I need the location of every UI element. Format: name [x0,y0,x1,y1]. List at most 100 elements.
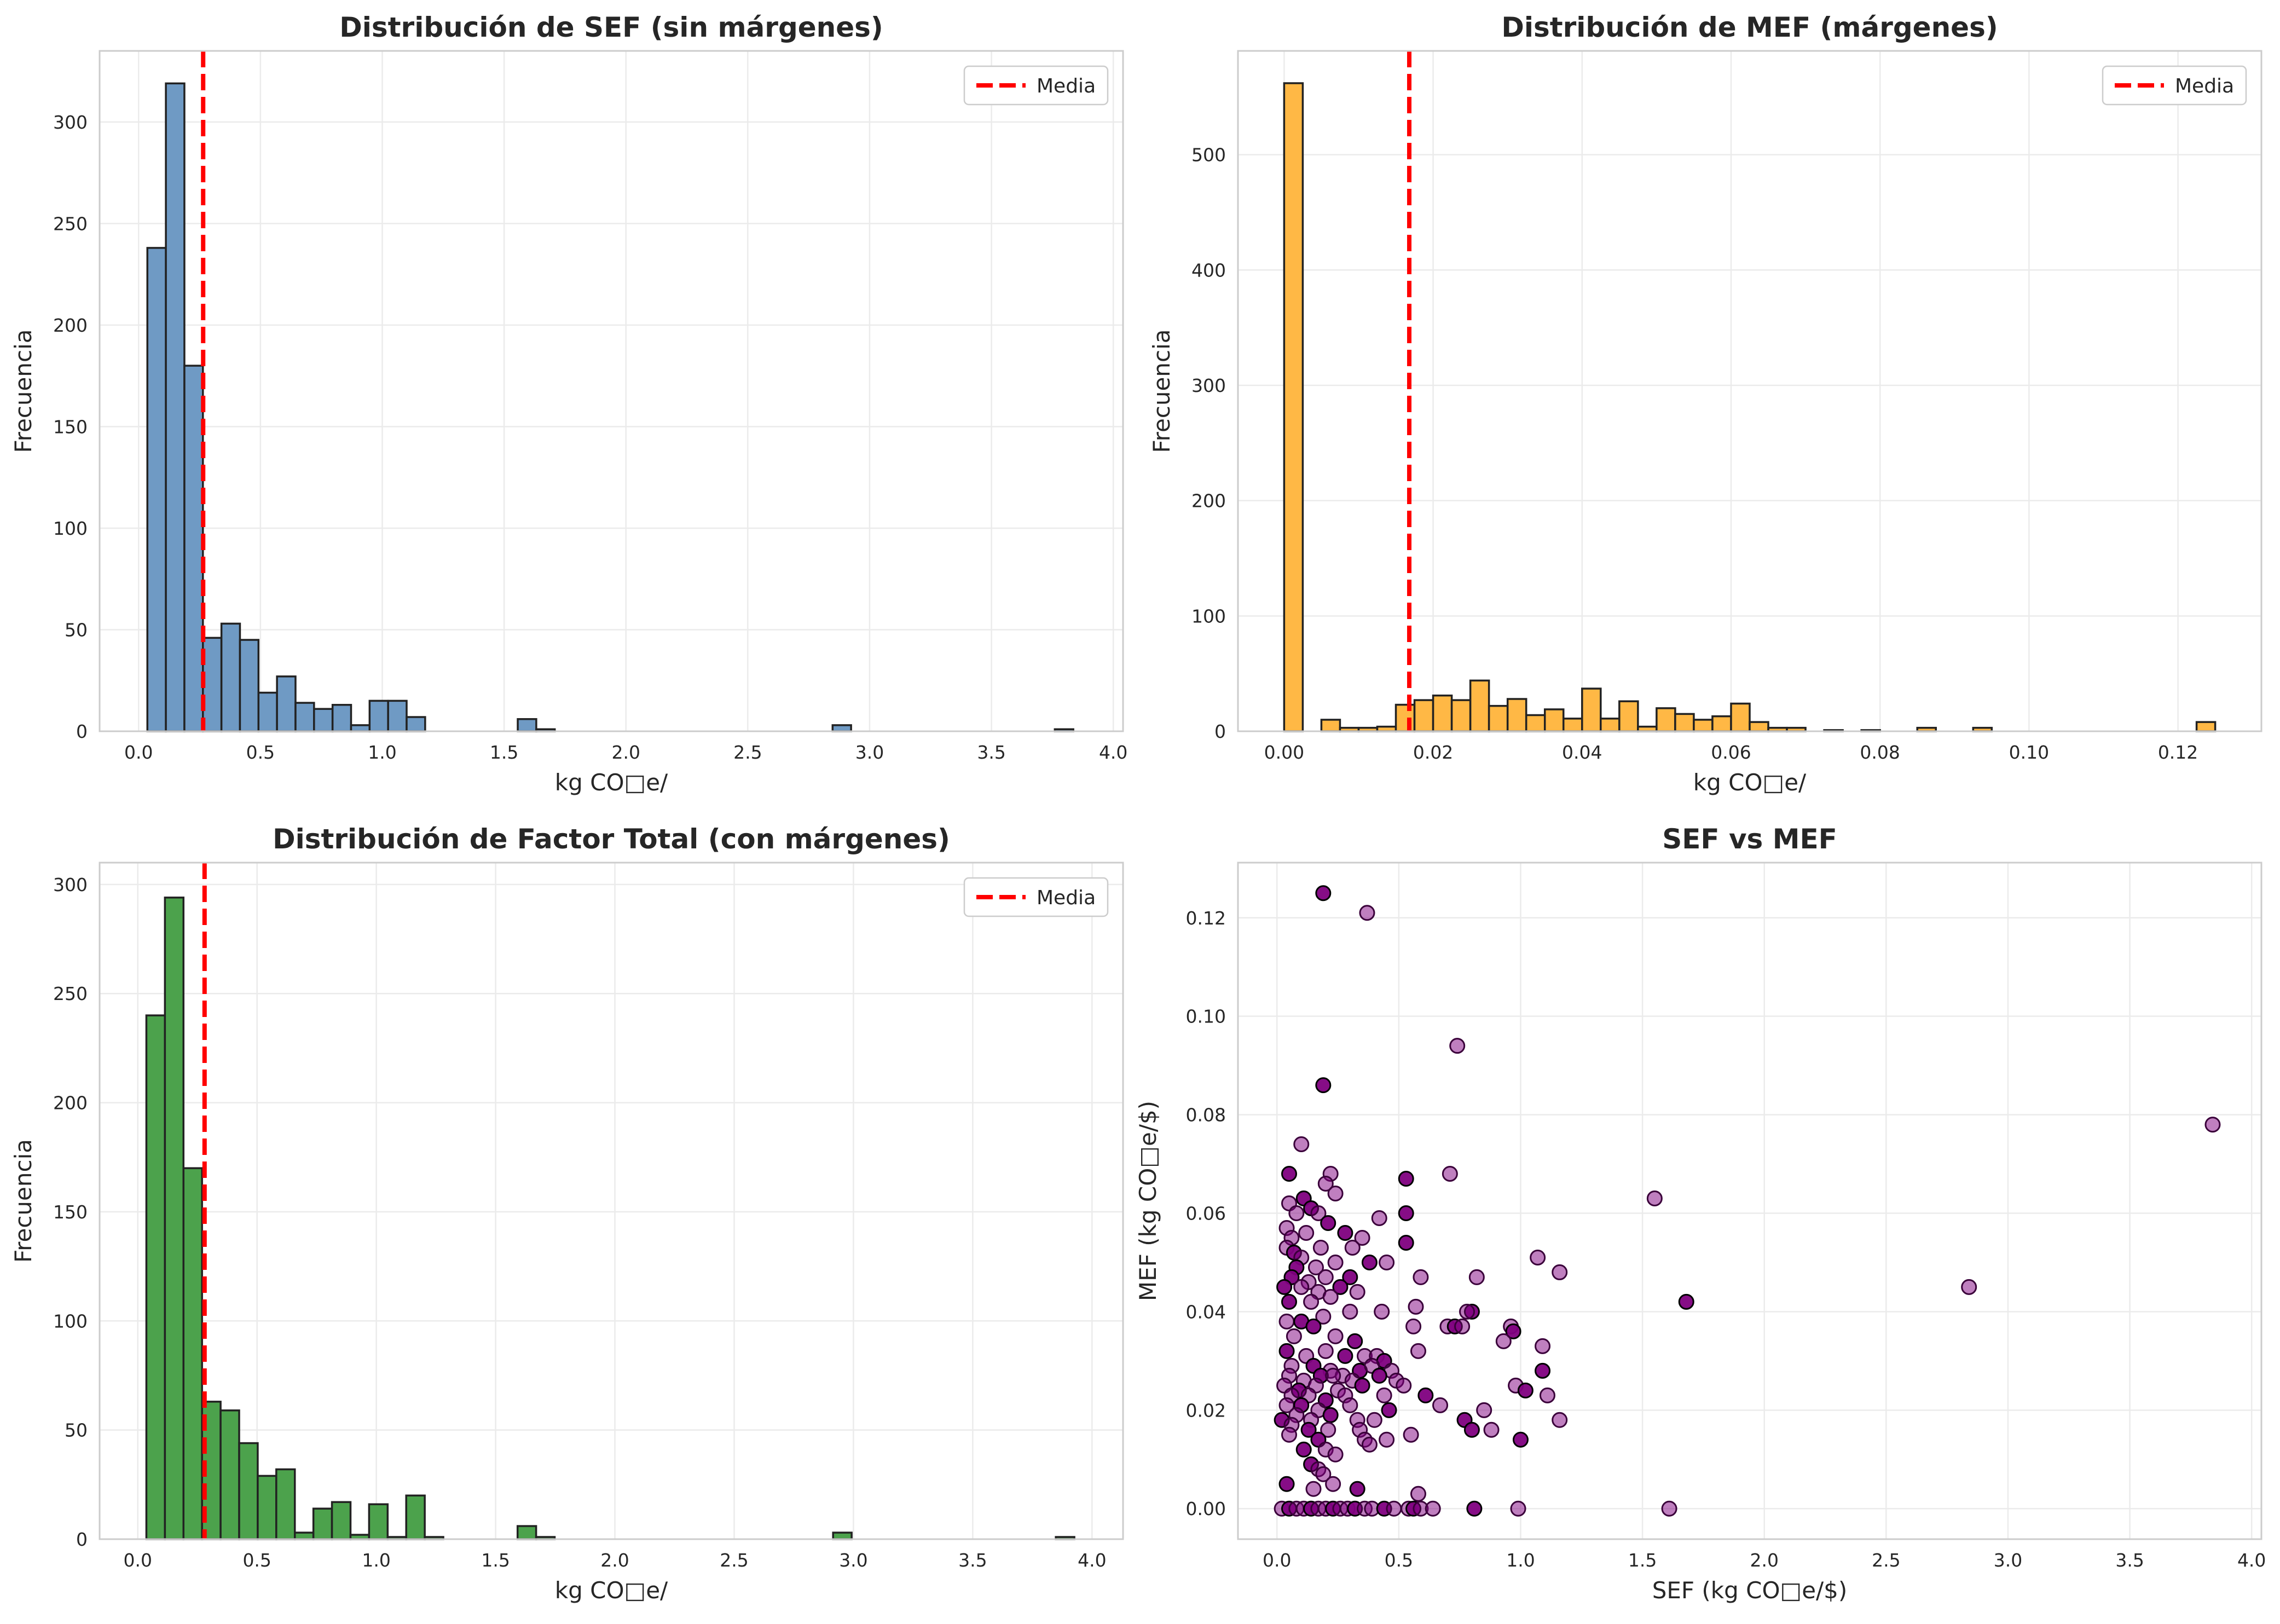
y-tick-label: 0.10 [1186,1006,1226,1027]
scatter-point [1379,1254,1395,1270]
histogram-bar [1506,698,1527,732]
histogram-bar [1600,718,1621,732]
histogram-bar [1711,715,1732,732]
scatter-point [1293,1279,1310,1295]
histogram-bar [406,716,426,732]
y-tick-label: 0 [1214,721,1226,742]
y-axis-label: Frecuencia [10,1139,37,1263]
chart-title: Distribución de Factor Total (con márgen… [273,823,950,855]
x-axis-label: kg CO□e/ [555,1577,668,1604]
y-axis-label: Frecuencia [1148,330,1175,453]
histogram-bar [331,1501,352,1540]
scatter-point [1678,1293,1694,1310]
scatter-point [1398,1171,1414,1187]
x-tick-label: 2.0 [1750,1550,1778,1571]
histogram-bar [313,708,334,732]
histogram-bar [276,675,297,732]
histogram-bar [164,897,185,1540]
x-tick-label: 0.12 [2158,742,2198,763]
x-tick-label: 0.00 [1264,742,1304,763]
x-tick-label: 3.0 [855,742,884,763]
x-tick-label: 0.5 [1385,1550,1413,1571]
scatter-point [1483,1421,1500,1438]
scatter-point [1317,1269,1334,1285]
x-tick-label: 3.5 [2115,1550,2144,1571]
histogram-bar [831,724,852,732]
panel-sef-vs-mef-scatter: SEF vs MEF SEF (kg CO□e/$) MEF (kg CO□e/… [1135,823,2266,1604]
scatter-point [1646,1190,1663,1207]
x-tick-label: 1.0 [368,742,396,763]
x-tick-label: 2.5 [733,742,762,763]
histogram-bar [219,1409,240,1540]
x-tick-label: 0.0 [124,742,153,763]
y-tick-label: 0.06 [1186,1203,1226,1224]
scatter-point [1300,1421,1317,1438]
scatter-point [1374,1303,1390,1320]
histogram-bar [1674,713,1695,732]
scatter-point [1398,1205,1414,1221]
scatter-point [1417,1387,1434,1403]
legend-box [963,877,1109,917]
scatter-point [1354,1229,1370,1246]
histogram-bar [368,1503,389,1540]
histogram-bar [1581,687,1602,732]
scatter-point [1349,1284,1365,1300]
scatter-point [1495,1333,1512,1349]
scatter-point [1322,1407,1339,1423]
scatter-point [1278,1343,1295,1359]
y-tick-label: 50 [65,619,88,640]
histogram-bar [146,247,167,732]
scatter-point [1281,1293,1297,1310]
y-tick-label: 150 [53,416,88,437]
histogram-bar [257,1475,277,1540]
scatter-point [1459,1303,1475,1320]
x-tick-label: 0.0 [124,1550,152,1571]
y-tick-label: 100 [53,1310,88,1332]
histogram-bar [387,700,408,732]
scatter-point [1512,1431,1529,1448]
chart-title: Distribución de MEF (márgenes) [1501,11,1998,43]
histogram-bar [1432,694,1453,732]
y-tick-label: 400 [1191,259,1226,281]
y-tick-label: 500 [1191,145,1226,166]
scatter-point [1327,1254,1344,1270]
legend: Media [963,877,1109,917]
histogram-bar [1320,719,1341,732]
panel-mef-histogram: Distribución de MEF (márgenes) kg CO□e/ … [1148,11,2262,796]
axes-frame [1237,50,2262,732]
scatter-point [1317,1343,1334,1359]
axes-frame [99,862,1124,1540]
scatter-point [1468,1269,1485,1285]
scatter-point [1361,1436,1378,1453]
histogram-bar [220,622,241,732]
scatter-point [1293,1136,1310,1153]
scatter-point [1307,1259,1324,1275]
histogram-bar [350,724,371,732]
scatter-point [1276,1279,1293,1295]
scatter-point [1359,905,1375,921]
histogram-bar [312,1507,333,1540]
histogram-bar [202,637,223,732]
histogram-bar [275,1468,296,1540]
scatter-point [1325,1476,1341,1492]
scatter-point [1320,1421,1336,1438]
scatter-point [1530,1249,1546,1265]
scatter-point [1535,1362,1551,1379]
legend-box [963,65,1109,106]
histogram-bar [516,1525,537,1540]
legend-label: Media [2175,75,2234,97]
histogram-bar [1469,679,1490,732]
histogram-bar [145,1014,166,1540]
y-tick-label: 200 [53,315,88,336]
scatter-point [1961,1279,1977,1295]
histogram-bar [405,1494,426,1540]
y-axis-label: MEF (kg CO□e/$) [1135,1101,1161,1301]
scatter-point [1303,1293,1320,1310]
scatter-point [1449,1038,1466,1054]
x-tick-label: 4.0 [2237,1550,2266,1571]
panel-sef-histogram: Distribución de SEF (sin márgenes) kg CO… [10,11,1127,796]
histogram-bar [1656,707,1676,732]
x-tick-label: 3.5 [977,742,1005,763]
x-tick-label: 4.0 [1078,1550,1106,1571]
y-tick-label: 100 [53,518,88,539]
